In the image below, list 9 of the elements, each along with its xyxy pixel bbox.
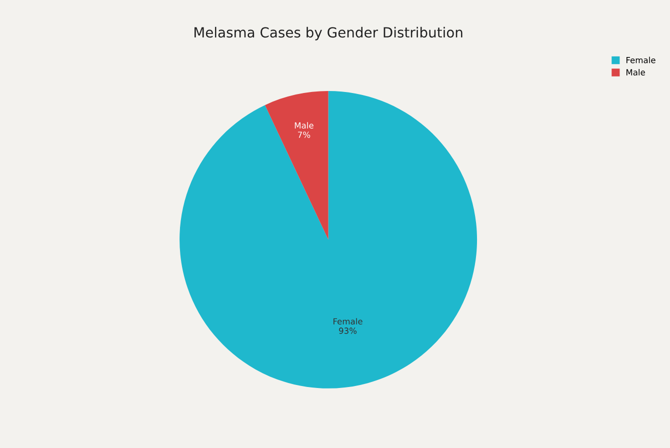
chart-title: Melasma Cases by Gender Distribution: [194, 26, 462, 40]
legend-label: Male: [626, 69, 645, 76]
legend-label: Female: [626, 56, 656, 64]
data-label: 93%: [339, 328, 357, 334]
data-label: 7%: [298, 132, 310, 138]
pie-slice: [180, 90, 478, 388]
pie-slice: [264, 90, 328, 240]
slice-label: Male: [294, 122, 314, 129]
slice-label: Female: [334, 318, 362, 325]
